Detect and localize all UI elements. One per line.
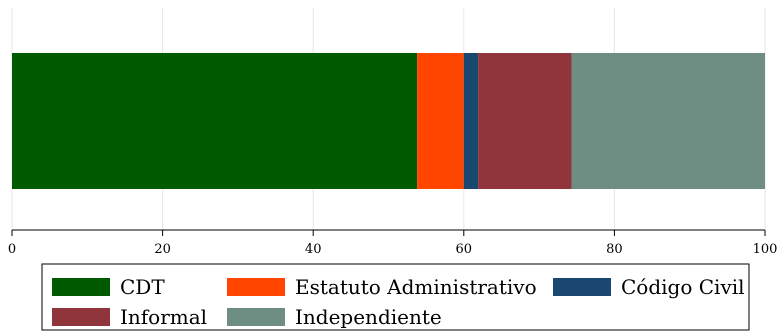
bar-segments: [12, 53, 765, 189]
legend-item-c-digo-civil: Código Civil: [553, 275, 745, 299]
x-tick-label: 80: [606, 242, 623, 257]
bar-segment-informal: [478, 53, 572, 189]
legend-label: Independiente: [295, 305, 442, 329]
bar-segment-c-digo-civil: [463, 53, 479, 189]
legend-swatch: [52, 278, 110, 296]
bar-segment-cdt: [12, 53, 418, 189]
legend: CDT Estatuto Administrativo Código Civil In…: [41, 263, 750, 331]
legend-swatch: [227, 278, 285, 296]
x-tick-label: 60: [456, 242, 473, 257]
legend-item-independiente: Independiente: [227, 305, 442, 329]
bar-segment-estatuto-administrativo: [417, 53, 464, 189]
legend-swatch: [52, 308, 110, 326]
legend-label: CDT: [120, 275, 165, 299]
x-tick-label: 100: [753, 242, 778, 257]
x-axis: 0 20 40 60 80 100: [8, 229, 778, 257]
legend-label: Código Civil: [621, 275, 745, 299]
legend-swatch: [227, 308, 285, 326]
bar-segment-independiente: [571, 53, 765, 189]
legend-label: Estatuto Administrativo: [295, 275, 537, 299]
legend-label: Informal: [120, 305, 207, 329]
legend-item-cdt: CDT: [52, 275, 165, 299]
legend-swatch: [553, 278, 611, 296]
x-tick-label: 40: [305, 242, 322, 257]
legend-box: [41, 263, 750, 331]
x-tick-label: 20: [154, 242, 171, 257]
x-tick-label: 0: [8, 242, 16, 257]
legend-item-informal: Informal: [52, 305, 207, 329]
legend-item-estatuto-administrativo: Estatuto Administrativo: [227, 275, 537, 299]
